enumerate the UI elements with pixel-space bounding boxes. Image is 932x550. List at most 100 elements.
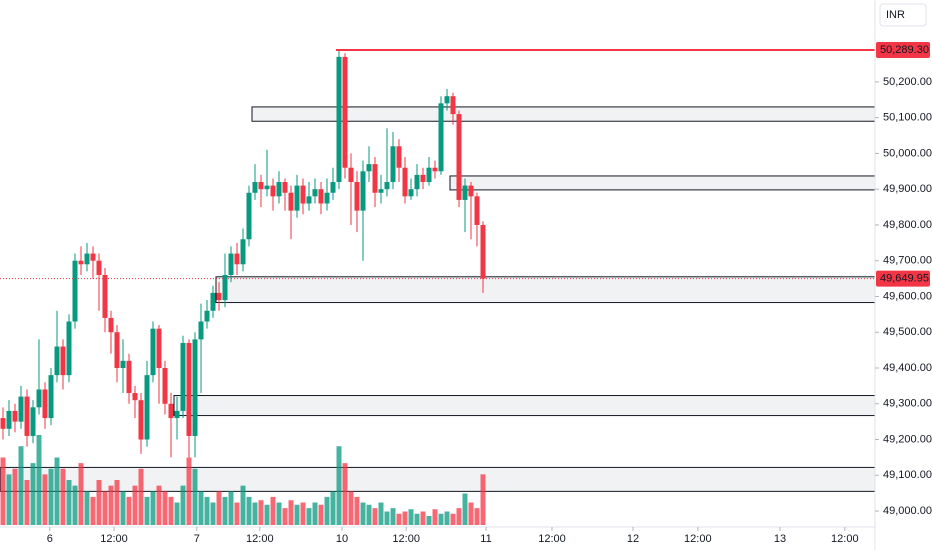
volume-bar (408, 509, 414, 525)
volume-bar (120, 491, 126, 525)
y-tick-label: 49,700.00 (883, 255, 932, 267)
candle-body (234, 253, 240, 265)
candle-body (318, 189, 324, 204)
volume-bar (144, 496, 150, 525)
volume-bar (390, 508, 396, 525)
volume-bar (306, 508, 312, 525)
volume-bar (12, 468, 18, 525)
volume-bar (270, 496, 276, 525)
candle-body (420, 174, 426, 183)
candle-body (12, 410, 18, 422)
volume-bar (30, 463, 36, 525)
candle-body (138, 400, 144, 440)
volume-bar (240, 485, 246, 525)
candle-body (312, 189, 318, 197)
candle-body (84, 253, 90, 265)
candle-body (144, 375, 150, 440)
candle-body (324, 192, 330, 204)
volume-bar (396, 513, 402, 525)
x-tick-label: 6 (47, 533, 53, 545)
candle-body (174, 410, 180, 419)
volume-bar (246, 496, 252, 525)
y-tick-label: 49,600.00 (883, 290, 932, 302)
candle-body (114, 332, 120, 368)
x-tick-label: 10 (336, 533, 348, 545)
candle-body (396, 146, 402, 168)
zone (173, 395, 876, 417)
candle-body (300, 185, 306, 204)
volume-bar (198, 491, 204, 525)
x-tick-label: 12:00 (246, 533, 274, 545)
candle-body (468, 185, 474, 197)
candle-body (330, 182, 336, 193)
candle-body (18, 396, 24, 422)
candle-body (0, 418, 6, 429)
volume-bar (174, 502, 180, 525)
zone (0, 466, 876, 492)
candle-body (444, 96, 450, 104)
candle-body (60, 346, 66, 376)
candle-body (192, 339, 198, 436)
candle-body (210, 292, 216, 311)
candle-body (42, 389, 48, 419)
candle-body (66, 321, 72, 376)
volume-bar (72, 485, 78, 525)
x-tick-label: 12:00 (831, 533, 859, 545)
y-tick-label: 49,500.00 (883, 326, 932, 338)
candle-body (228, 253, 234, 276)
volume-bar (330, 491, 336, 525)
candle-body (456, 114, 462, 200)
currency-label[interactable]: INR (886, 9, 905, 21)
y-tick-label: 50,200.00 (883, 76, 932, 88)
candle-body (246, 192, 252, 240)
volume-bar (384, 511, 390, 525)
candle-body (204, 310, 210, 322)
y-tick-label: 49,100.00 (883, 469, 932, 481)
candle-body (162, 367, 168, 404)
volume-bar (168, 496, 174, 525)
candle-body (348, 167, 354, 183)
volume-bar (210, 502, 216, 525)
candle-body (336, 56, 342, 183)
currency-box[interactable] (879, 3, 927, 27)
y-tick-label: 50,000.00 (883, 147, 932, 159)
volume-bar (6, 474, 12, 525)
volume-bar (204, 496, 210, 525)
candle-body (288, 192, 294, 211)
candle-body (156, 328, 162, 368)
candle-body (402, 167, 408, 197)
candle-body (72, 260, 78, 322)
volume-bar (372, 508, 378, 525)
candle-body (150, 328, 156, 376)
volume-bar (414, 513, 420, 525)
volume-bar (378, 502, 384, 525)
x-tick-label: 7 (194, 533, 200, 545)
high-price-label: 50,289.30 (880, 44, 929, 56)
candle-body (48, 375, 54, 419)
candle-body (342, 56, 348, 168)
volume-bar (234, 502, 240, 525)
volume-bar (402, 511, 408, 525)
volume-bar (462, 493, 468, 525)
candle-body (366, 164, 372, 172)
volume-bar (156, 485, 162, 525)
volume-bar (126, 496, 132, 525)
volume-bar (276, 502, 282, 525)
volume-bar (138, 468, 144, 525)
candle-body (102, 275, 108, 318)
volume-bar (342, 463, 348, 525)
candle-body (132, 393, 138, 401)
volume-bar (468, 502, 474, 525)
volume-bar (444, 511, 450, 525)
candle-body (378, 189, 384, 193)
volume-bar (282, 508, 288, 525)
volume-bar (480, 474, 486, 525)
volume-bar (114, 480, 120, 525)
y-tick-label: 49,000.00 (883, 505, 932, 517)
candle-body (384, 182, 390, 190)
volume-bar (258, 500, 264, 525)
volume-bar (150, 491, 156, 525)
volume-bar (312, 502, 318, 525)
candle-body (186, 342, 192, 436)
